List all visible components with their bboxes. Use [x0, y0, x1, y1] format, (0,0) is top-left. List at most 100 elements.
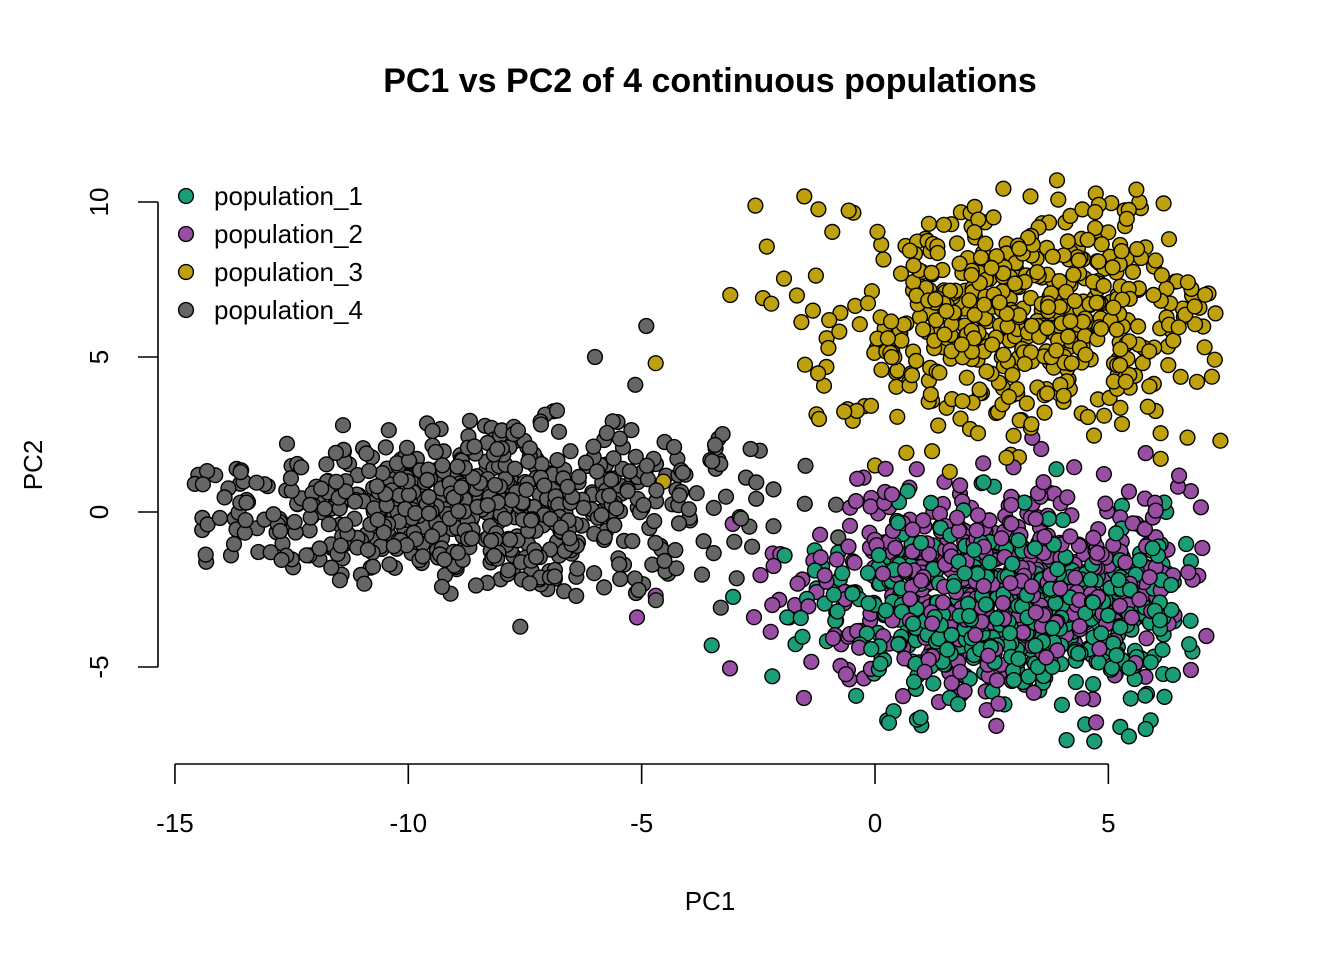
point-population-2	[1074, 690, 1091, 707]
point-population-2	[968, 522, 985, 539]
point-population-2	[1085, 529, 1102, 547]
point-population-2	[916, 663, 933, 680]
point-population-4	[608, 500, 625, 517]
point-population-4	[520, 453, 537, 470]
point-population-3	[1128, 241, 1146, 258]
point-population-4	[424, 528, 441, 545]
point-population-2	[1036, 528, 1053, 545]
point-population-3	[1104, 259, 1121, 276]
point-population-2	[803, 653, 820, 670]
point-population-2	[952, 663, 969, 680]
point-population-4	[596, 529, 613, 546]
point-population-4	[797, 457, 814, 474]
point-population-4	[358, 445, 375, 462]
point-population-3	[1117, 373, 1134, 390]
point-population-2	[1123, 609, 1141, 626]
point-population-4	[611, 556, 628, 573]
point-population-2	[915, 512, 932, 529]
point-population-1	[1070, 645, 1087, 662]
point-population-4	[311, 540, 328, 557]
point-population-3	[1179, 429, 1196, 446]
point-population-1	[960, 607, 978, 625]
point-population-1	[863, 640, 880, 658]
point-population-3	[851, 316, 868, 333]
point-population-3	[991, 294, 1008, 311]
point-population-3	[747, 197, 764, 214]
point-population-2	[765, 557, 782, 575]
point-population-3	[1147, 252, 1164, 269]
point-population-4	[585, 565, 603, 582]
point-population-2	[1027, 510, 1044, 528]
point-population-2	[828, 551, 845, 568]
point-population-3	[1112, 341, 1129, 358]
point-population-4	[635, 496, 652, 514]
point-population-3	[930, 417, 947, 434]
point-population-4	[593, 506, 610, 524]
point-population-1	[889, 514, 907, 531]
point-population-4	[748, 490, 765, 507]
point-population-3	[983, 336, 1001, 353]
point-population-3	[1059, 328, 1077, 345]
point-population-4	[328, 473, 345, 490]
point-population-4	[570, 468, 588, 486]
legend-marker	[177, 263, 195, 281]
legend-item-population-4: population_4	[177, 295, 363, 325]
point-population-3	[1096, 407, 1113, 424]
point-population-4	[368, 478, 386, 495]
point-population-3	[1006, 275, 1024, 292]
point-population-3	[1022, 188, 1039, 205]
point-population-4	[398, 439, 416, 456]
point-population-2	[1120, 483, 1138, 500]
point-population-3	[882, 313, 900, 330]
point-population-2	[1003, 496, 1020, 514]
point-population-4	[665, 438, 683, 456]
point-population-4	[467, 577, 485, 594]
point-population-2	[1027, 604, 1044, 621]
point-population-2	[1170, 467, 1188, 484]
point-population-3	[1018, 395, 1035, 412]
point-population-4	[419, 471, 436, 489]
point-population-2	[1087, 714, 1105, 731]
point-population-4	[627, 376, 644, 393]
point-population-2	[1147, 502, 1164, 519]
point-population-4	[522, 512, 540, 529]
point-population-4	[827, 496, 845, 513]
point-population-4	[668, 560, 685, 577]
point-population-1	[1108, 647, 1125, 664]
point-population-1	[912, 534, 930, 551]
point-population-1	[703, 637, 720, 654]
point-population-3	[1118, 210, 1135, 227]
point-population-3	[951, 255, 968, 272]
point-population-1	[905, 673, 923, 690]
point-population-2	[1141, 569, 1158, 586]
point-population-2	[951, 477, 969, 494]
point-population-3	[995, 346, 1012, 363]
point-population-3	[1029, 264, 1046, 281]
point-population-4	[728, 570, 745, 587]
point-population-3	[1112, 399, 1129, 416]
point-population-2	[837, 666, 855, 683]
point-population-1	[834, 565, 851, 582]
point-population-4	[211, 509, 229, 527]
point-population-4	[568, 587, 585, 605]
point-population-2	[1137, 445, 1154, 462]
point-population-2	[1033, 440, 1050, 458]
point-population-3	[969, 425, 987, 442]
point-population-1	[1156, 688, 1173, 706]
point-population-3	[1062, 313, 1079, 330]
point-population-1	[872, 655, 889, 672]
point-population-4	[743, 538, 761, 555]
point-population-4	[748, 474, 765, 491]
point-population-3	[873, 361, 890, 378]
point-population-4	[434, 457, 451, 474]
point-population-2	[993, 530, 1010, 547]
point-population-3	[809, 365, 827, 382]
point-population-4	[380, 422, 397, 439]
point-population-2	[846, 554, 863, 571]
point-population-4	[332, 537, 349, 554]
point-population-4	[361, 462, 378, 480]
point-population-1	[1181, 636, 1198, 653]
point-population-3	[889, 408, 906, 425]
point-population-4	[648, 482, 665, 499]
point-population-2	[811, 526, 829, 543]
